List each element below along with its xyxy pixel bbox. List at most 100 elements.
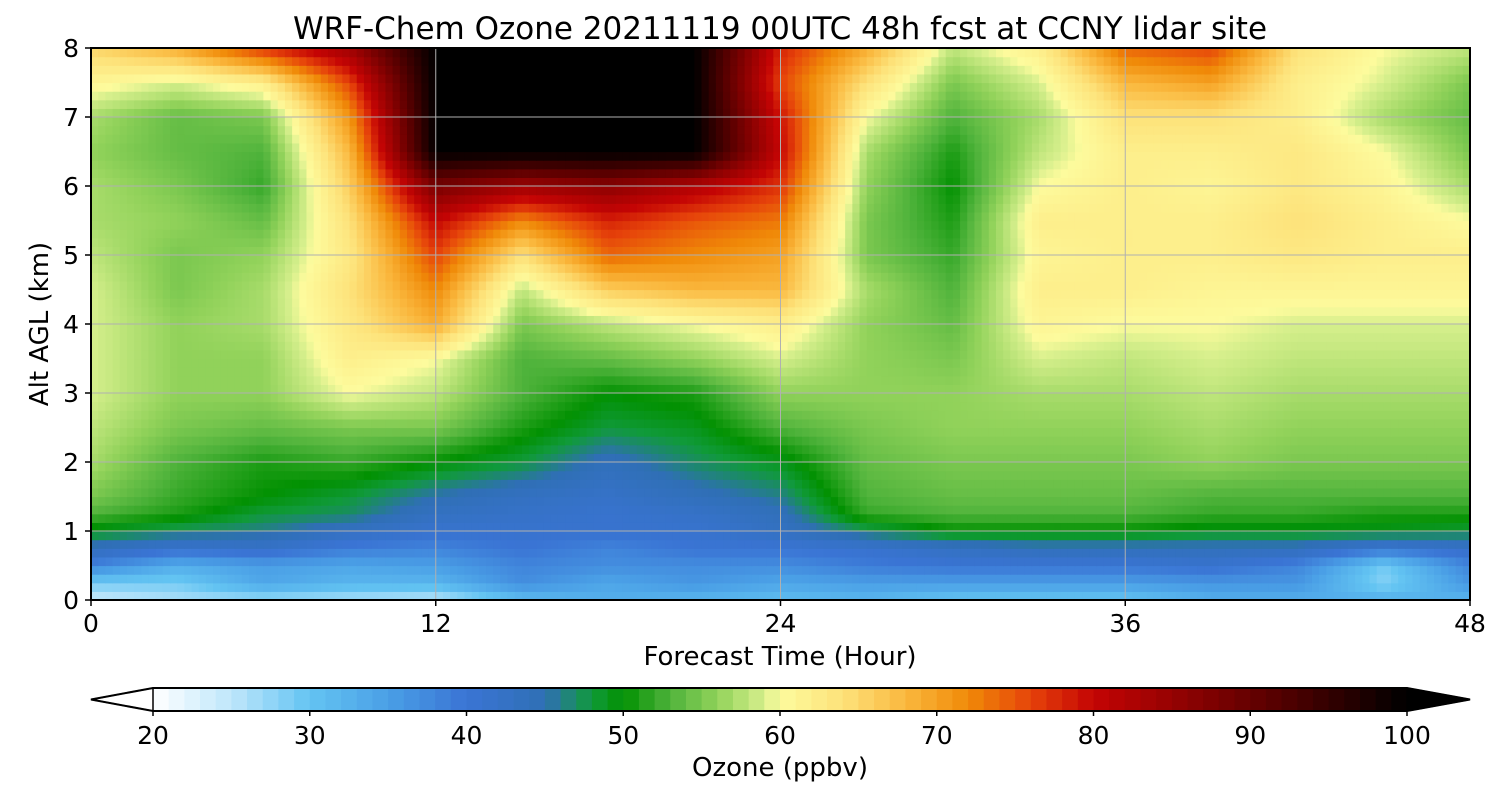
heatmap-cell [960,479,968,489]
heatmap-cell [837,565,846,575]
heatmap-cell [579,470,588,480]
heatmap-cell [335,591,343,600]
heatmap-cell [1311,453,1320,463]
heatmap-cell [931,444,940,454]
heatmap-cell [1376,375,1385,385]
heatmap-cell [141,556,150,567]
heatmap-cell [514,505,523,515]
heatmap-cell [1225,453,1234,463]
heatmap-cell [320,513,329,523]
heatmap-cell [1276,410,1284,420]
heatmap-cell [241,574,250,584]
heatmap-cell [960,375,968,385]
heatmap-cell [1125,436,1134,446]
heatmap-cell [758,427,767,437]
heatmap-cell [450,393,458,403]
heatmap-cell [737,384,746,394]
heatmap-cell [313,591,322,600]
heatmap-cell [1010,582,1019,592]
heatmap-cell [1118,539,1126,549]
heatmap-cell [730,496,738,506]
heatmap-cell [909,556,918,567]
heatmap-cell [1376,384,1385,394]
heatmap-cell [1398,522,1406,532]
heatmap-cell [859,436,868,446]
heatmap-cell [1390,505,1399,515]
heatmap-cell [859,384,868,394]
heatmap-cell [1103,427,1112,437]
heatmap-cell [852,505,861,515]
heatmap-cell [1218,582,1227,592]
heatmap-cell [536,591,545,600]
heatmap-cell [385,539,394,549]
heatmap-cell [629,462,638,472]
heatmap-cell [672,453,681,463]
heatmap-cell [780,444,789,454]
heatmap-cell [450,574,458,584]
heatmap-cell [924,513,932,523]
heatmap-cell [852,427,861,437]
heatmap-cell [988,418,997,429]
heatmap-cell [1189,444,1198,454]
heatmap-cell [378,487,387,498]
heatmap-cell [91,427,99,437]
heatmap-cell [478,393,487,403]
heatmap-cell [651,375,659,385]
heatmap-cell [622,505,631,515]
heatmap-cell [342,462,351,472]
heatmap-cell [184,436,193,446]
heatmap-cell [1118,565,1126,575]
heatmap-cell [780,462,789,472]
heatmap-cell [1376,470,1385,480]
heatmap-cell [155,462,164,472]
heatmap-cell [177,531,185,541]
heatmap-cell [1139,479,1148,489]
heatmap-cell [895,574,904,584]
heatmap-cell [1426,522,1435,532]
heatmap-cell [1311,427,1320,437]
heatmap-cell [1362,418,1371,429]
heatmap-cell [593,418,602,429]
heatmap-cell [651,384,659,394]
heatmap-cell [1369,453,1378,463]
heatmap-cell [1039,522,1047,532]
heatmap-cell [1290,531,1299,541]
heatmap-cell [378,591,387,600]
heatmap-cell [342,574,351,584]
heatmap-cell [249,410,257,420]
heatmap-cell [916,513,925,523]
heatmap-cell [98,505,106,515]
heatmap-cell [378,496,387,506]
heatmap-cell [1031,384,1040,394]
heatmap-cell [1204,487,1213,498]
heatmap-cell [1189,470,1198,480]
heatmap-cell [356,487,365,498]
heatmap-cell [809,393,818,403]
heatmap-cell [1161,539,1169,549]
heatmap-cell [421,470,430,480]
heatmap-cell [1462,522,1470,532]
heatmap-cell [866,401,875,411]
heatmap-cell [306,462,315,472]
heatmap-cell [213,548,221,558]
heatmap-cell [536,470,545,480]
heatmap-cell [493,591,501,600]
heatmap-cell [1347,591,1356,600]
heatmap-cell [1161,384,1169,394]
heatmap-cell [421,401,430,411]
heatmap-cell [859,539,868,549]
heatmap-cell [909,505,918,515]
heatmap-cell [514,470,523,480]
heatmap-cell [995,479,1004,489]
heatmap-cell [1103,393,1112,403]
heatmap-cell [1462,470,1470,480]
heatmap-cell [342,453,351,463]
heatmap-cell [148,436,157,446]
heatmap-cell [1383,513,1392,523]
heatmap-cell [328,539,336,549]
heatmap-cell [1103,539,1112,549]
heatmap-cell [787,505,796,515]
heatmap-cell [328,375,336,385]
heatmap-cell [249,462,257,472]
heatmap-cell [1189,496,1198,506]
